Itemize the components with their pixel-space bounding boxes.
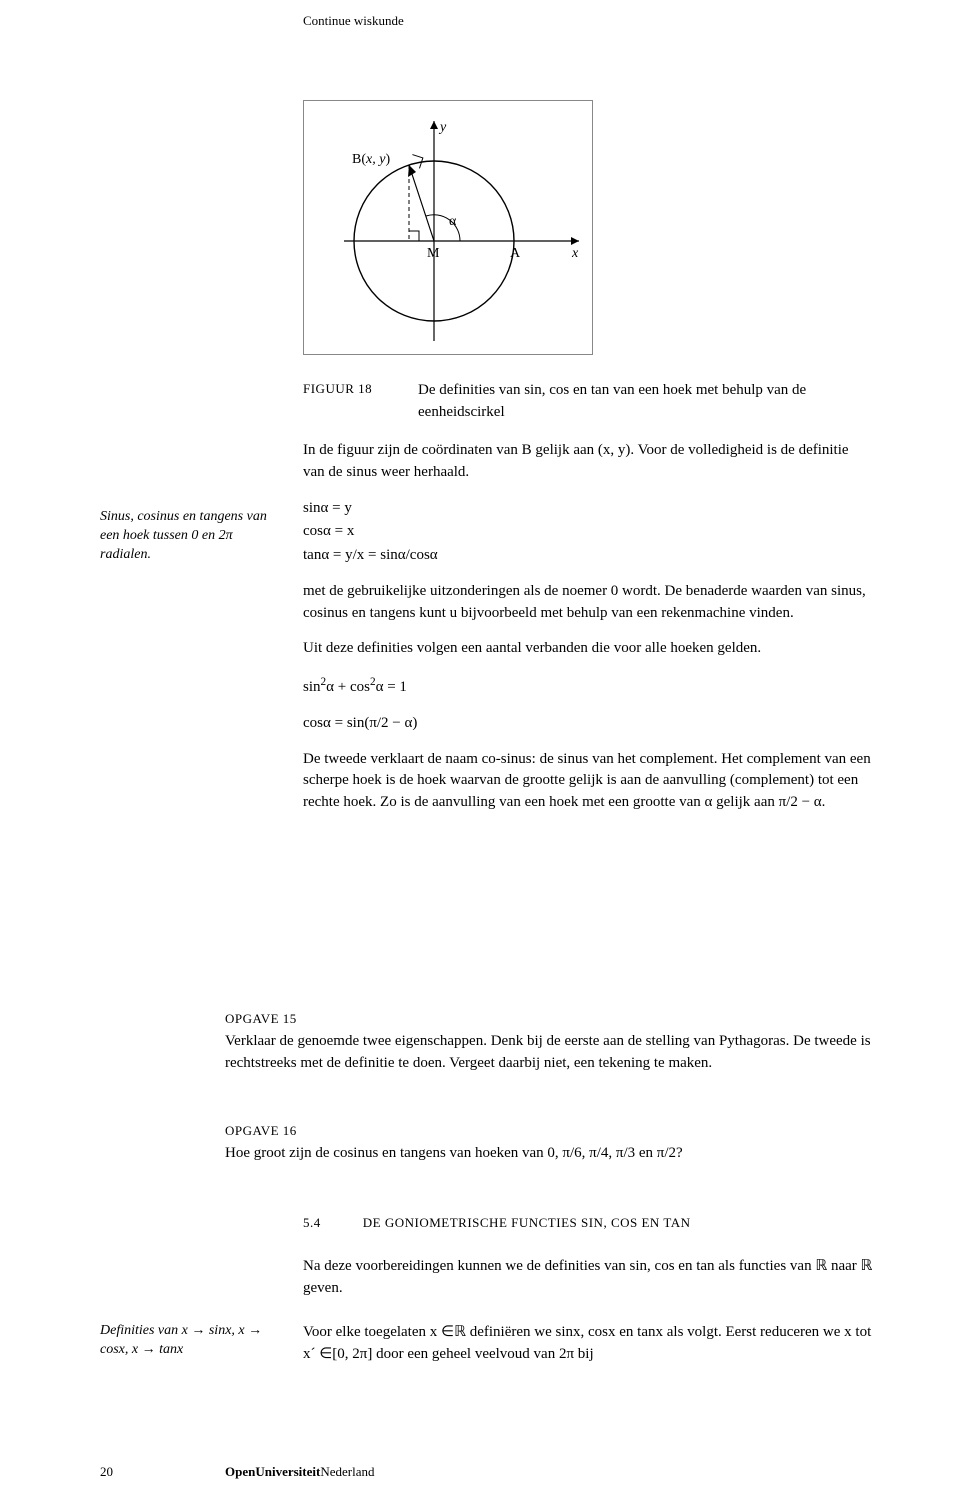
section-body-2: Voor elke toegelaten x ∈ℝ definiëren we … <box>303 1322 873 1380</box>
identity-pythagoras: sin2α + cos2α = 1 <box>303 674 873 699</box>
exercise-15-text: Verklaar de genoemde twee eigenschappen.… <box>225 1031 873 1075</box>
main-content: In de figuur zijn de coördinaten van B g… <box>303 440 873 828</box>
axis-y-label: y <box>438 120 447 135</box>
paragraph-relations: Uit deze definities volgen een aantal ve… <box>303 638 873 660</box>
page-number: 20 <box>100 1463 225 1482</box>
figure-caption: FIGUUR 18 De definities van sin, cos en … <box>303 380 873 424</box>
axis-x-label: x <box>571 246 579 261</box>
identity-complement: cosα = sin(π/2 − α) <box>303 713 873 735</box>
section-body: Na deze voorbereidingen kunnen we de def… <box>303 1256 873 1314</box>
section-title: DE GONIOMETRISCHE FUNCTIES SIN, COS EN T… <box>363 1215 691 1230</box>
exercise-15: OPGAVE 15 Verklaar de genoemde twee eige… <box>225 1010 873 1074</box>
running-header: Continue wiskunde <box>303 12 404 31</box>
point-a-label: A <box>510 246 521 261</box>
page-footer: 20 OpenUniversiteitNederland <box>100 1463 880 1482</box>
def-cos: cosα = x <box>303 521 873 543</box>
exercise-16: OPGAVE 16 Hoe groot zijn de cosinus en t… <box>225 1122 873 1165</box>
figure-caption-text: De definities van sin, cos en tan van ee… <box>418 380 873 424</box>
paragraph-cosinus: De tweede verklaart de naam co-sinus: de… <box>303 749 873 814</box>
origin-label: M <box>427 246 440 261</box>
def-sin: sinα = y <box>303 498 873 520</box>
paragraph-reduce: Voor elke toegelaten x ∈ℝ definiëren we … <box>303 1322 873 1366</box>
exercise-16-text: Hoe groot zijn de cosinus en tangens van… <box>225 1143 873 1165</box>
paragraph-exceptions: met de gebruikelijke uitzonderingen als … <box>303 581 873 625</box>
exercise-15-label: OPGAVE 15 <box>225 1010 873 1029</box>
section-number: 5.4 <box>303 1214 359 1233</box>
angle-label: α <box>449 214 457 229</box>
footer-brand: OpenUniversiteitNederland <box>225 1463 374 1482</box>
def-tan: tanα = y/x = sinα/cosα <box>303 545 873 567</box>
exercise-16-label: OPGAVE 16 <box>225 1122 873 1141</box>
margin-note-trig-defs: Sinus, cosinus en tangens van een hoek t… <box>100 508 280 565</box>
margin-note-definitions: Definities van x → sinx, x → cosx, x → t… <box>100 1322 280 1360</box>
section-heading: 5.4 DE GONIOMETRISCHE FUNCTIES SIN, COS … <box>303 1214 873 1233</box>
point-b-label: B(x, y) <box>352 152 390 167</box>
intro-paragraph: In de figuur zijn de coördinaten van B g… <box>303 440 873 484</box>
paragraph-intro-functions: Na deze voorbereidingen kunnen we de def… <box>303 1256 873 1300</box>
unit-circle-figure: y x M A B(x, y) α <box>303 100 593 355</box>
figure-caption-label: FIGUUR 18 <box>303 380 418 424</box>
